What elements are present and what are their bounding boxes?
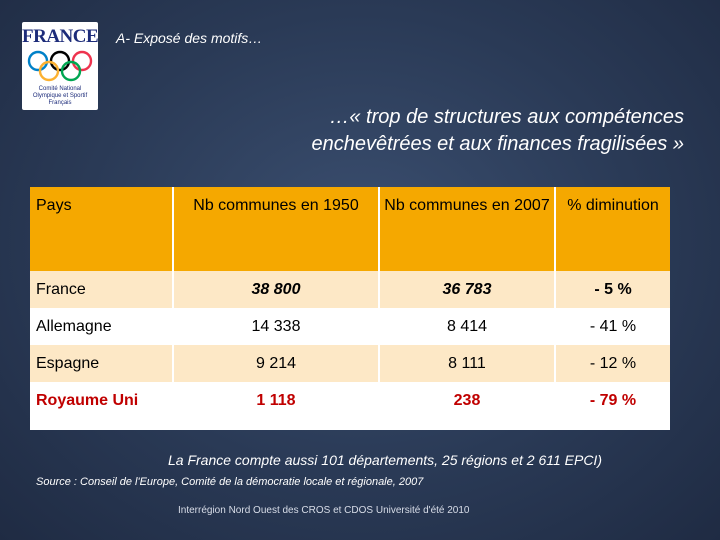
header-communes-2007: Nb communes en 2007 — [379, 187, 556, 271]
cell-pct: - 79 % — [555, 382, 670, 419]
ring-green — [60, 60, 82, 82]
table-row: Espagne 9 214 8 111 - 12 % — [30, 345, 670, 382]
cell-pct: - 5 % — [555, 271, 670, 308]
header-communes-1950: Nb communes en 1950 — [173, 187, 380, 271]
communes-table: Pays Nb communes en 1950 Nb communes en … — [30, 187, 670, 430]
table-row: France 38 800 36 783 - 5 % — [30, 271, 670, 308]
logo-subtext: Comité National Olympique et Sportif Fra… — [32, 86, 88, 106]
cell-2007: 8 111 — [379, 345, 556, 382]
cell-2007: 36 783 — [379, 271, 556, 308]
ring-yellow — [38, 60, 60, 82]
note-text: La France compte aussi 101 départements,… — [168, 452, 602, 468]
header-pct-decrease: % diminution — [555, 187, 670, 271]
cell-country: Espagne — [30, 345, 174, 382]
table-row: Royaume Uni 1 118 238 - 79 % — [30, 382, 670, 419]
header-country: Pays — [30, 187, 174, 271]
cell-1950: 38 800 — [173, 271, 380, 308]
logo-word: FRANCE — [22, 26, 99, 47]
cell-pct: - 41 % — [555, 308, 670, 345]
cell-2007: 8 414 — [379, 308, 556, 345]
cell-1950: 9 214 — [173, 345, 380, 382]
footer-text: Interrégion Nord Ouest des CROS et CDOS … — [178, 505, 470, 516]
table-header-row: Pays Nb communes en 1950 Nb communes en … — [30, 187, 670, 271]
slide-section-title: A- Exposé des motifs… — [116, 30, 263, 46]
ring-blue — [27, 50, 49, 72]
cell-1950: 1 118 — [173, 382, 380, 419]
quote-line-1: …« trop de structures aux compétences — [329, 106, 684, 128]
cell-2007: 238 — [379, 382, 556, 419]
ring-red — [71, 50, 93, 72]
table-row: Allemagne 14 338 8 414 - 41 % — [30, 308, 670, 345]
cell-pct: - 12 % — [555, 345, 670, 382]
ring-black — [49, 50, 71, 72]
cnosf-logo: FRANCE Comité National Olympique et Spor… — [22, 22, 99, 110]
cell-country: Allemagne — [30, 308, 174, 345]
cell-1950: 14 338 — [173, 308, 380, 345]
cell-country: France — [30, 271, 174, 308]
cell-country: Royaume Uni — [30, 382, 174, 419]
olympic-rings-icon — [27, 50, 93, 82]
quote-line-2: enchevêtrées et aux finances fragilisées… — [311, 133, 684, 155]
source-text: Source : Conseil de l'Europe, Comité de … — [36, 476, 424, 488]
slide-quote: …« trop de structures aux compétences en… — [312, 104, 684, 158]
